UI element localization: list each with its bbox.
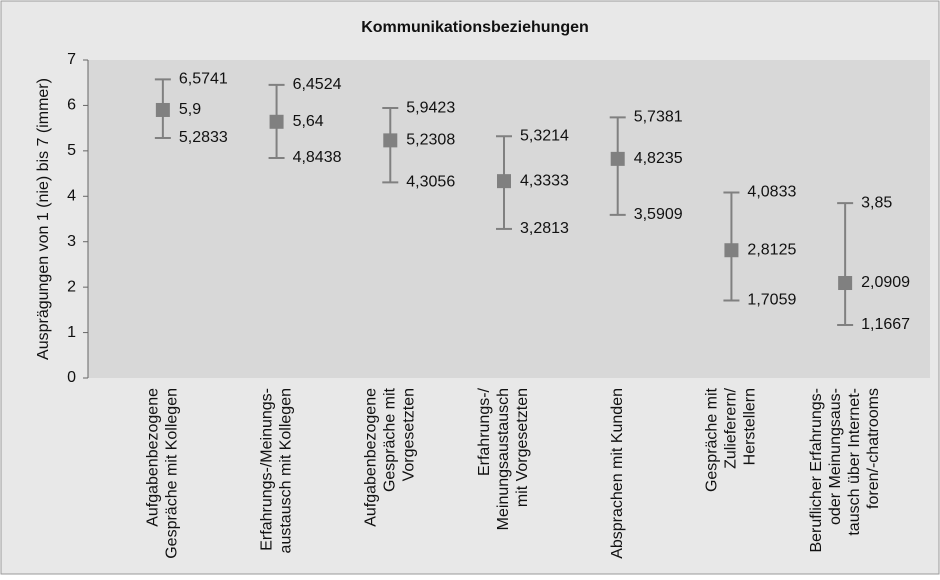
y-axis-label: Ausprägungen von 1 (nie) bis 7 (immer) bbox=[35, 78, 52, 360]
data-label: 5,2833 bbox=[179, 129, 228, 146]
x-tick-label: mit Vorgesetzten bbox=[514, 388, 531, 507]
x-tick-label: Absprachen mit Kunden bbox=[609, 388, 626, 559]
data-label: 1,1667 bbox=[861, 316, 910, 333]
x-tick-label: tausch über Internet- bbox=[846, 388, 863, 536]
x-tick-label: Gespräche mit Kollegen bbox=[164, 388, 181, 559]
y-tick-label: 2 bbox=[67, 278, 76, 295]
x-tick-label: Beruflicher Erfahrungs- bbox=[808, 388, 825, 553]
data-label: 6,5741 bbox=[179, 71, 228, 88]
data-label: 2,8125 bbox=[747, 241, 796, 258]
data-label: 2,0909 bbox=[861, 274, 910, 291]
x-tick-label: Erfahrungs-/Meinungs- bbox=[258, 388, 275, 551]
y-tick-label: 4 bbox=[67, 188, 76, 205]
data-label: 4,3333 bbox=[520, 172, 569, 189]
data-label: 4,8235 bbox=[634, 150, 683, 167]
x-tick-label: Gespräche mit bbox=[704, 387, 721, 492]
y-tick-label: 6 bbox=[67, 97, 76, 114]
chart-title: Kommunikationsbeziehungen bbox=[361, 19, 589, 36]
data-label: 5,3214 bbox=[520, 127, 569, 144]
mean-marker bbox=[383, 133, 398, 148]
y-tick-label: 1 bbox=[67, 324, 76, 341]
x-tick-label: Aufgabenbezogene bbox=[145, 388, 162, 527]
mean-marker bbox=[610, 151, 625, 166]
y-tick-label: 0 bbox=[67, 369, 76, 386]
y-tick-label: 7 bbox=[67, 51, 76, 68]
data-label: 5,64 bbox=[293, 113, 324, 130]
x-tick-label: oder Meinungsaus- bbox=[827, 388, 844, 525]
x-tick-label: Aufgabenbezogene bbox=[363, 388, 380, 527]
data-label: 3,85 bbox=[861, 194, 892, 211]
data-label: 6,4524 bbox=[293, 76, 342, 93]
data-label: 5,9 bbox=[179, 101, 201, 118]
x-tick-label: Zulieferern/ bbox=[723, 387, 740, 468]
data-label: 5,9423 bbox=[406, 99, 455, 116]
data-label: 1,7059 bbox=[747, 292, 796, 309]
data-label: 3,5909 bbox=[634, 206, 683, 223]
data-label: 4,3056 bbox=[406, 174, 455, 191]
x-tick-label: Erfahrungs-/ bbox=[476, 387, 493, 476]
data-label: 3,2813 bbox=[520, 220, 569, 237]
y-tick-label: 3 bbox=[67, 233, 76, 250]
data-label: 5,7381 bbox=[634, 109, 683, 126]
x-tick-label: foren/-chatrooms bbox=[865, 388, 882, 509]
mean-marker bbox=[269, 114, 284, 129]
x-tick-label: Vorgesetzten bbox=[401, 388, 418, 481]
plot-area bbox=[88, 60, 930, 378]
mean-marker bbox=[497, 174, 511, 189]
x-tick-label: Meinungsaustausch bbox=[495, 388, 512, 530]
x-tick-label: austausch mit Kollegen bbox=[277, 388, 294, 553]
data-label: 5,2308 bbox=[406, 132, 455, 149]
x-tick-label: Herstellern bbox=[742, 388, 759, 465]
mean-marker bbox=[155, 102, 170, 117]
x-tick-label: Gespräche mit bbox=[382, 387, 399, 492]
data-label: 4,0833 bbox=[747, 184, 796, 201]
mean-marker bbox=[838, 276, 853, 291]
y-tick-label: 5 bbox=[67, 142, 76, 159]
mean-marker bbox=[724, 243, 739, 258]
data-label: 4,8438 bbox=[293, 149, 342, 166]
